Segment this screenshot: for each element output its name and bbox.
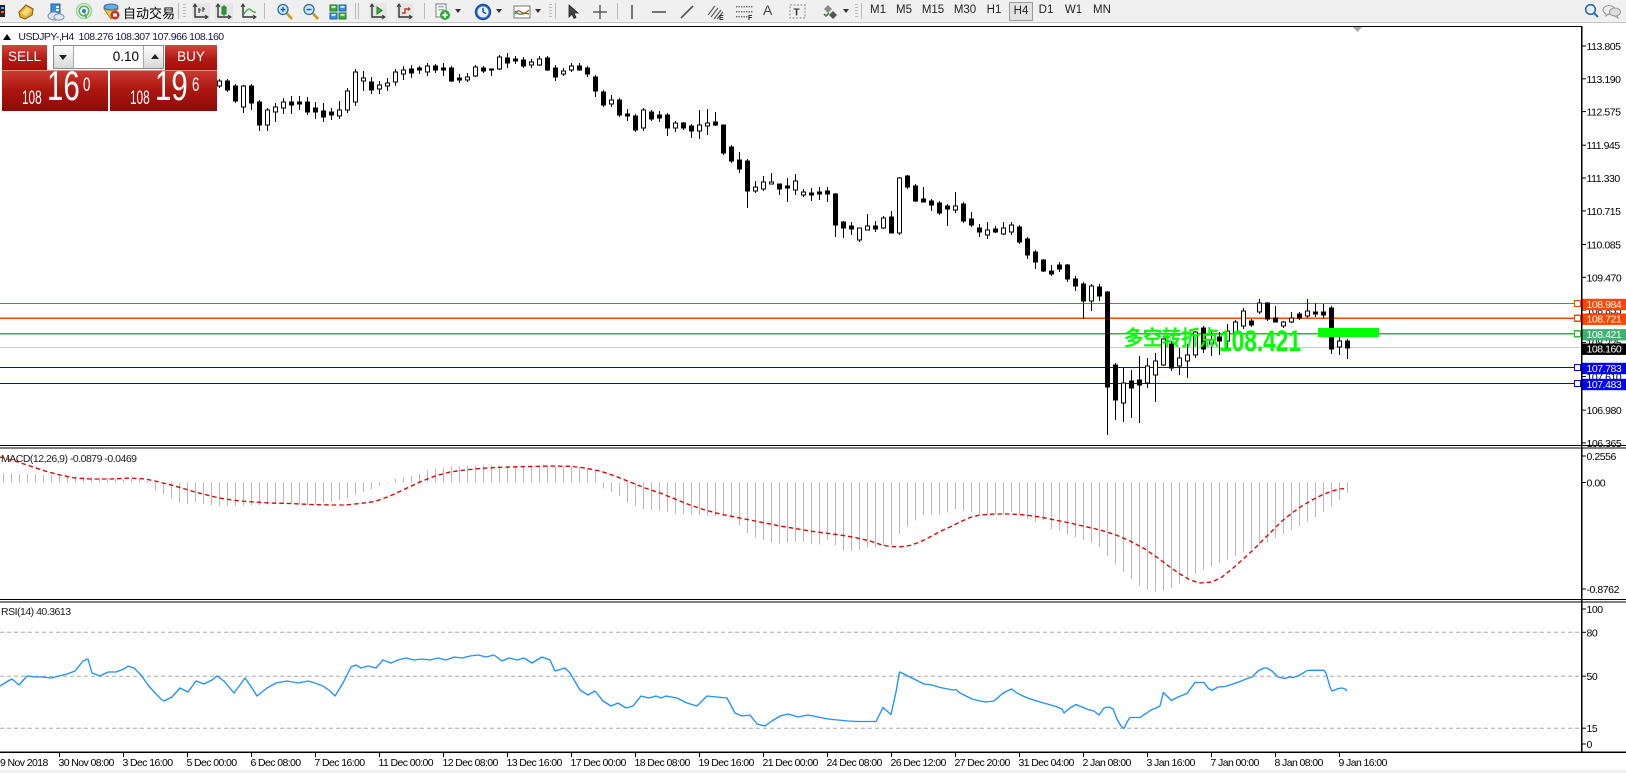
svg-text:0: 0 — [1587, 739, 1593, 751]
svg-text:0.00: 0.00 — [1587, 478, 1606, 490]
svg-text:30 Nov 08:00: 30 Nov 08:00 — [59, 757, 115, 769]
svg-text:RSI(14) 40.3613: RSI(14) 40.3613 — [1, 606, 71, 618]
svg-text:80: 80 — [1587, 627, 1598, 639]
svg-text:109.470: 109.470 — [1587, 272, 1622, 284]
svg-text:11 Dec 00:00: 11 Dec 00:00 — [379, 757, 434, 769]
svg-text:0.2556: 0.2556 — [1587, 451, 1617, 463]
svg-text:107.783: 107.783 — [1587, 363, 1622, 375]
svg-text:50: 50 — [1587, 671, 1598, 683]
svg-text:17 Dec 00:00: 17 Dec 00:00 — [571, 757, 627, 769]
svg-text:MACD(12,26,9) -0.0879 -0.0469: MACD(12,26,9) -0.0879 -0.0469 — [1, 453, 137, 465]
svg-text:21 Dec 00:00: 21 Dec 00:00 — [763, 757, 819, 769]
svg-text:3 Dec 16:00: 3 Dec 16:00 — [123, 757, 174, 769]
svg-text:12 Dec 08:00: 12 Dec 08:00 — [443, 757, 499, 769]
svg-text:9 Nov 2018: 9 Nov 2018 — [0, 757, 48, 769]
svg-text:108.984: 108.984 — [1587, 299, 1622, 311]
svg-text:100: 100 — [1587, 604, 1604, 616]
svg-text:31 Dec 04:00: 31 Dec 04:00 — [1019, 757, 1075, 769]
svg-text:8 Jan 08:00: 8 Jan 08:00 — [1275, 757, 1324, 769]
svg-text:-0.8762: -0.8762 — [1587, 584, 1620, 596]
svg-text:110.085: 110.085 — [1587, 240, 1622, 252]
svg-text:6 Dec 08:00: 6 Dec 08:00 — [251, 757, 302, 769]
svg-text:113.805: 113.805 — [1587, 41, 1622, 53]
svg-text:18 Dec 08:00: 18 Dec 08:00 — [635, 757, 691, 769]
svg-text:108.421: 108.421 — [1587, 329, 1622, 341]
svg-text:19 Dec 16:00: 19 Dec 16:00 — [699, 757, 755, 769]
svg-text:26 Dec 12:00: 26 Dec 12:00 — [891, 757, 947, 769]
svg-text:2 Jan 08:00: 2 Jan 08:00 — [1083, 757, 1132, 769]
svg-text:9 Jan 16:00: 9 Jan 16:00 — [1339, 757, 1388, 769]
svg-text:108.160: 108.160 — [1587, 344, 1622, 356]
svg-text:107.483: 107.483 — [1587, 379, 1622, 391]
svg-text:13 Dec 16:00: 13 Dec 16:00 — [507, 757, 563, 769]
svg-text:3 Jan 16:00: 3 Jan 16:00 — [1147, 757, 1196, 769]
svg-text:多空转折点: 多空转折点 — [1124, 326, 1219, 350]
svg-text:112.575: 112.575 — [1587, 107, 1622, 119]
svg-text:108.421: 108.421 — [1219, 325, 1301, 358]
svg-text:110.715: 110.715 — [1587, 206, 1622, 218]
svg-text:24 Dec 08:00: 24 Dec 08:00 — [827, 757, 883, 769]
svg-text:113.190: 113.190 — [1587, 74, 1622, 86]
svg-text:106.980: 106.980 — [1587, 405, 1622, 417]
svg-text:27 Dec 20:00: 27 Dec 20:00 — [955, 757, 1011, 769]
svg-text:106.365: 106.365 — [1587, 438, 1622, 450]
svg-text:7 Dec 16:00: 7 Dec 16:00 — [315, 757, 366, 769]
svg-text:111.330: 111.330 — [1587, 173, 1621, 185]
svg-text:111.945: 111.945 — [1587, 140, 1621, 152]
svg-text:15: 15 — [1587, 723, 1598, 735]
svg-text:108.721: 108.721 — [1587, 314, 1622, 326]
svg-text:7 Jan 00:00: 7 Jan 00:00 — [1211, 757, 1260, 769]
svg-text:5 Dec 00:00: 5 Dec 00:00 — [187, 757, 238, 769]
svg-text:T: T — [794, 8, 800, 19]
svg-text:E: E — [719, 15, 724, 21]
svg-text:F: F — [748, 15, 753, 21]
